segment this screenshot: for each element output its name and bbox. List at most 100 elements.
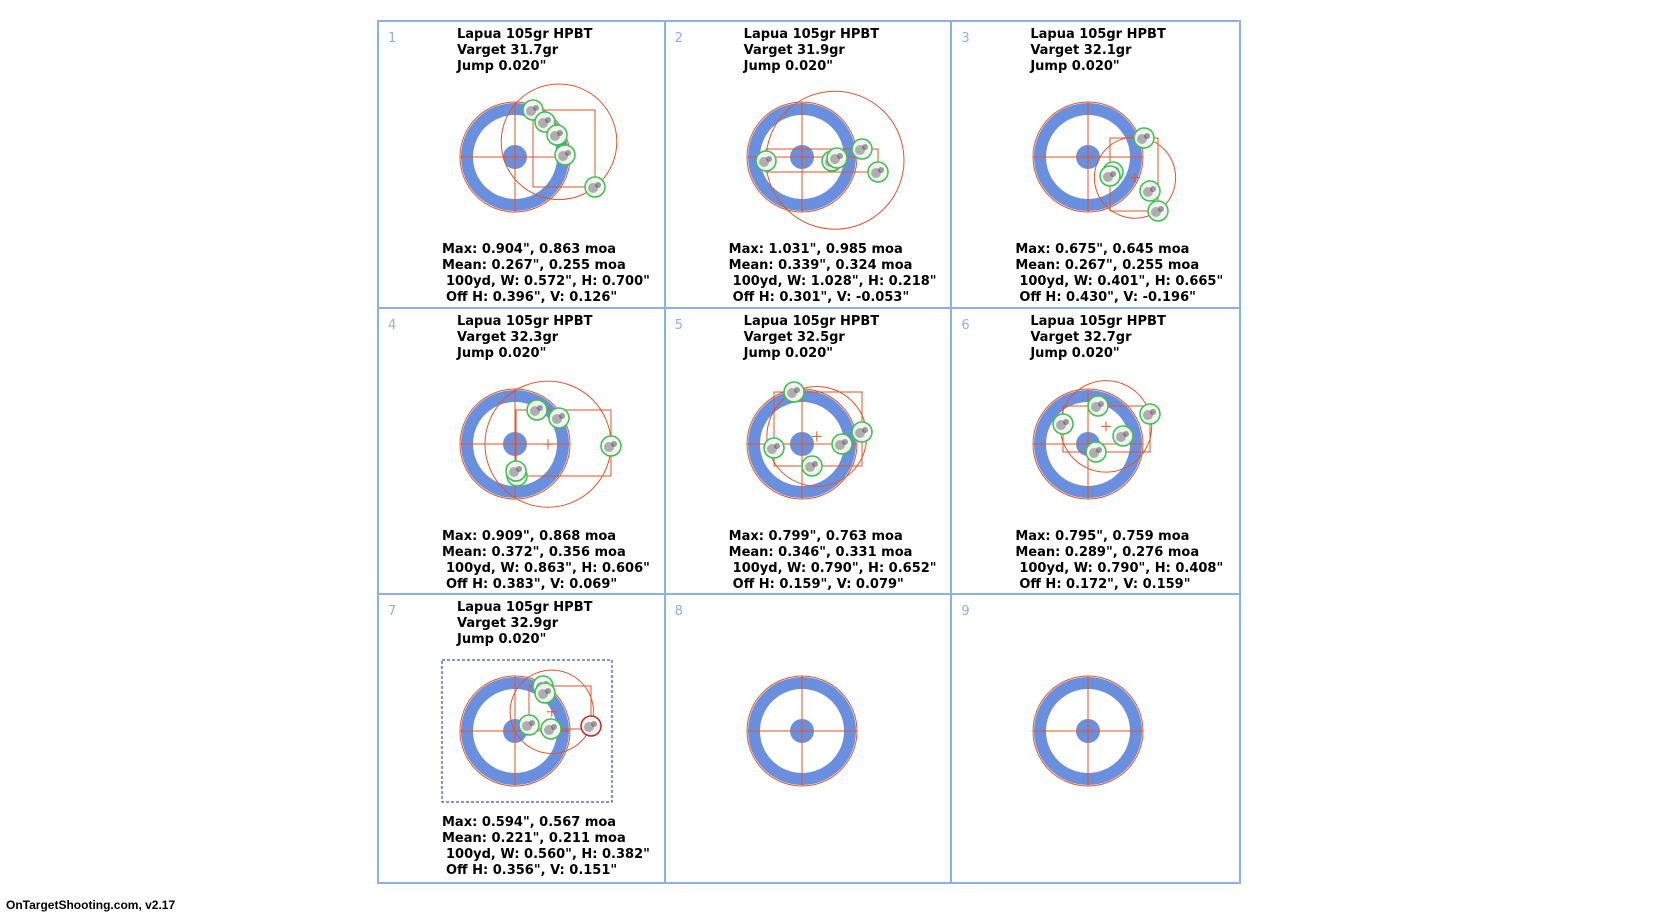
target-cell-7[interactable]: 7 Lapua 105gr HPBT Varget 32.9gr Jump 0.020…: [379, 595, 666, 882]
group-stats: Max: 0.799", 0.763 moa Mean: 0.346", 0.33…: [729, 529, 937, 593]
group-circle: [509, 669, 594, 755]
shot-marker[interactable]: [1133, 127, 1156, 149]
shot-marker[interactable]: [600, 434, 622, 457]
stat-mean: Mean: 0.372", 0.356 moa: [442, 544, 626, 560]
load-title: Lapua 105gr HPBT: [743, 27, 880, 42]
shot-marker[interactable]: [548, 406, 570, 429]
target-cell-6[interactable]: 6 Lapua 105gr HPBT Varget 32.7gr Jump 0.020…: [952, 309, 1239, 596]
load-title: Lapua 105gr HPBT: [1030, 313, 1166, 329]
crosshair: [746, 676, 857, 787]
stat-offset: Off H: 0.430", V: -0.196": [1019, 290, 1196, 305]
target-cell-3[interactable]: 3 Lapua 105gr HPBT Varget 32.1gr Jump 0.020…: [952, 22, 1239, 309]
load-jump: Jump 0.020": [1030, 345, 1120, 361]
shot-marker[interactable]: [1087, 394, 1110, 417]
target-number: 4: [388, 317, 397, 333]
load-header: Lapua 105gr HPBT Varget 32.1gr Jump 0.020": [1030, 27, 1165, 75]
target-number: 9: [961, 604, 970, 620]
load-header: Lapua 105gr HPBT Varget 32.9gr Jump 0.020": [457, 600, 592, 648]
shot-marker[interactable]: [546, 124, 568, 146]
shot-marker[interactable]: [1139, 180, 1162, 202]
stat-offset: Off H: 0.301", V: -0.053": [732, 290, 910, 305]
stat-mean: Mean: 0.221", 0.211 moa: [442, 831, 626, 847]
load-header: Lapua 105gr HPBT Varget 32.3gr Jump 0.020": [457, 314, 592, 362]
stat-offset: Off H: 0.396", V: 0.126": [446, 290, 618, 305]
target-image: [459, 83, 618, 213]
shot-marker[interactable]: [505, 459, 527, 482]
shot-marker[interactable]: [534, 111, 556, 133]
shot-marker[interactable]: [540, 718, 562, 741]
load-jump: Jump 0.020": [743, 345, 834, 361]
group-stats: Max: 0.594", 0.567 moa Mean: 0.221", 0.21…: [442, 815, 650, 879]
shot-marker[interactable]: [1099, 165, 1122, 187]
target-cell-2[interactable]: 2 Lapua 105gr HPBT Varget 31.9gr Jump 0.020…: [665, 22, 953, 309]
target-cell-5[interactable]: 5 Lapua 105gr HPBT Varget 32.5gr Jump 0.020…: [665, 308, 953, 596]
stat-offset: Off H: 0.172", V: 0.159": [1019, 576, 1191, 592]
stat-size: 100yd, W: 1.028", H: 0.218": [732, 274, 937, 289]
shot-marker[interactable]: [1112, 424, 1135, 447]
target-cell-8[interactable]: 8: [666, 595, 953, 882]
stat-size: 100yd, W: 0.401", H: 0.665": [1019, 274, 1224, 289]
shot-marker[interactable]: [518, 714, 540, 737]
shot-marker[interactable]: [754, 150, 777, 172]
shot-marker[interactable]: [850, 138, 873, 160]
stat-mean: Mean: 0.289", 0.276 moa: [1015, 544, 1200, 560]
target-number: 1: [388, 31, 397, 46]
target-image: [441, 659, 613, 803]
group-stats: Max: 0.675", 0.645 moa Mean: 0.267", 0.25…: [1015, 242, 1223, 306]
target-number: 2: [674, 31, 683, 46]
load-charge: Varget 32.9gr: [457, 616, 559, 632]
shot-marker[interactable]: [782, 380, 805, 403]
group-stats: Max: 0.795", 0.759 moa Mean: 0.289", 0.27…: [1015, 529, 1223, 593]
shot-marker[interactable]: [580, 715, 602, 738]
stat-max: Max: 1.031", 0.985 moa: [728, 242, 903, 257]
target-cell-1[interactable]: 1 Lapua 105gr HPBT Varget 31.7gr Jump 0.020…: [379, 22, 666, 309]
target-number: 6: [961, 317, 970, 333]
load-charge: Varget 32.3gr: [457, 329, 559, 345]
stat-size: 100yd, W: 0.863", H: 0.606": [446, 560, 650, 576]
shot-marker[interactable]: [1139, 402, 1162, 425]
shot-marker[interactable]: [800, 454, 823, 477]
load-jump: Jump 0.020": [1030, 59, 1120, 74]
shot-marker[interactable]: [534, 682, 556, 705]
stat-max: Max: 0.795", 0.759 moa: [1015, 528, 1190, 544]
shot-marker[interactable]: [1147, 200, 1170, 222]
target-number: 5: [674, 317, 683, 333]
load-jump: Jump 0.020": [457, 59, 547, 74]
shot-marker[interactable]: [830, 432, 853, 455]
group-stats: Max: 0.904", 0.863 moa Mean: 0.267", 0.25…: [442, 242, 650, 306]
load-title: Lapua 105gr HPBT: [457, 600, 593, 616]
stat-max: Max: 0.904", 0.863 moa: [442, 242, 617, 257]
shot-marker[interactable]: [850, 420, 873, 443]
shot-marker[interactable]: [584, 176, 606, 198]
shot-marker[interactable]: [1085, 440, 1108, 463]
stat-mean: Mean: 0.267", 0.255 moa: [1015, 258, 1200, 273]
stat-max: Max: 0.799", 0.763 moa: [728, 528, 903, 544]
shot-marker[interactable]: [762, 436, 785, 459]
target-cell-9[interactable]: 9: [952, 595, 1239, 882]
selection-box: [441, 659, 613, 803]
stat-size: 100yd, W: 0.790", H: 0.652": [732, 560, 937, 576]
load-jump: Jump 0.020": [457, 345, 547, 361]
load-title: Lapua 105gr HPBT: [457, 313, 593, 329]
load-charge: Varget 31.7gr: [457, 43, 559, 58]
load-title: Lapua 105gr HPBT: [1030, 27, 1166, 42]
target-cell-4[interactable]: 4 Lapua 105gr HPBT Varget 32.3gr Jump 0.020…: [379, 308, 666, 596]
shot-marker[interactable]: [526, 398, 548, 421]
shot-marker[interactable]: [825, 147, 848, 169]
target-image: [746, 675, 858, 787]
group-circle: [500, 83, 618, 201]
stat-size: 100yd, W: 0.790", H: 0.408": [1019, 560, 1224, 576]
shot-marker[interactable]: [554, 144, 576, 166]
target-image: [1032, 675, 1144, 787]
stat-size: 100yd, W: 0.572", H: 0.700": [446, 274, 650, 289]
target-image: [746, 90, 905, 230]
shot-marker[interactable]: [866, 161, 889, 183]
shot-marker[interactable]: [1052, 412, 1075, 435]
footer-credit: OnTargetShooting.com, v2.17: [6, 898, 176, 912]
target-number: 7: [388, 604, 397, 620]
crosshair: [460, 102, 570, 212]
load-charge: Varget 32.7gr: [1030, 329, 1132, 345]
group-stats: Max: 1.031", 0.985 moa Mean: 0.339", 0.32…: [729, 242, 937, 306]
stat-size: 100yd, W: 0.560", H: 0.382": [446, 847, 650, 863]
load-charge: Varget 31.9gr: [743, 43, 845, 58]
